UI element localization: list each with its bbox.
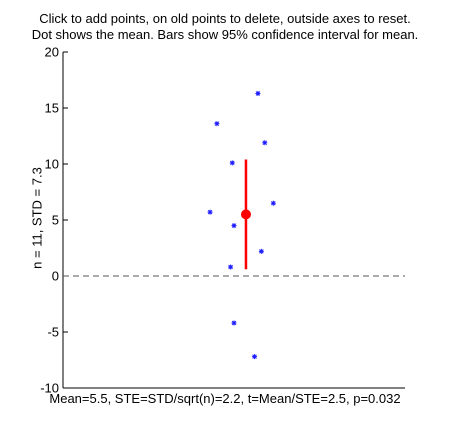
axes: -10 -5 0 5 10 15 20 xyxy=(40,45,405,396)
y-tick-label: -5 xyxy=(47,325,59,340)
instruction-line-1: Click to add points, on old points to de… xyxy=(39,11,411,26)
data-point[interactable] xyxy=(258,248,264,254)
data-point[interactable] xyxy=(228,264,234,270)
data-point[interactable] xyxy=(270,200,276,206)
data-point[interactable] xyxy=(262,140,268,146)
y-axis-label: n = 11, STD = 7.3 xyxy=(29,167,45,269)
data-point[interactable] xyxy=(252,354,258,360)
data-point[interactable] xyxy=(255,90,261,96)
y-tick-label: -10 xyxy=(40,381,59,396)
instruction-line-2: Dot shows the mean. Bars show 95% confid… xyxy=(31,27,419,42)
mean-layer xyxy=(240,209,251,220)
stats-summary: Mean=5.5, STE=STD/sqrt(n)=2.2, t=Mean/ST… xyxy=(49,391,401,406)
data-point[interactable] xyxy=(207,209,213,215)
data-point[interactable] xyxy=(214,121,220,127)
y-tick-label: 0 xyxy=(52,269,59,284)
y-tick-label: 20 xyxy=(45,45,59,60)
data-point[interactable] xyxy=(231,223,237,229)
data-point[interactable] xyxy=(229,160,235,166)
y-tick-label: 15 xyxy=(45,101,59,116)
y-tick-label: 5 xyxy=(52,213,59,228)
y-tick-label: 10 xyxy=(45,157,59,172)
data-point[interactable] xyxy=(231,320,237,326)
mean-dot xyxy=(240,209,251,220)
data-points[interactable] xyxy=(207,90,276,360)
